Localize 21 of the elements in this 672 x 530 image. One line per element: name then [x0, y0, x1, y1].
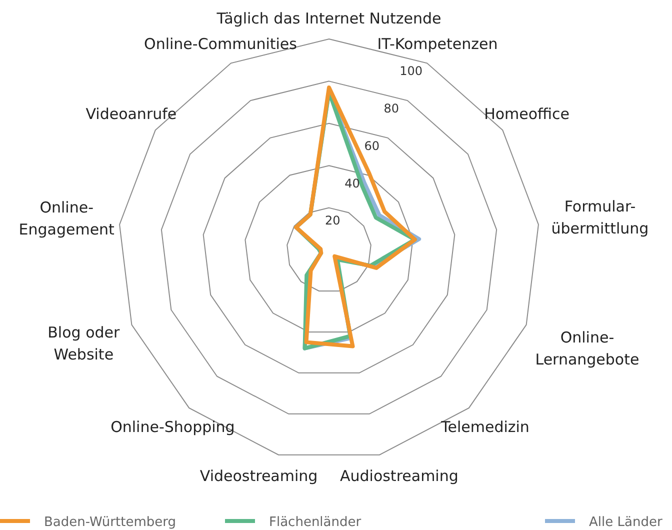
y-tick-label: 40: [344, 176, 360, 190]
spoke-label: Online- Lernangebote: [535, 328, 640, 368]
spoke-label: Audiostreaming: [340, 467, 458, 486]
y-tick-label: 20: [324, 214, 340, 228]
spoke-label: Blog oder Website: [48, 324, 120, 364]
legend-label: Alle Länder: [589, 515, 663, 530]
spoke-label: Videoanrufe: [86, 104, 177, 123]
spoke-label: IT-Kompetenzen: [377, 34, 498, 53]
spoke-label: Online-Shopping: [110, 418, 235, 436]
spoke-label: Homeoffice: [484, 104, 570, 123]
spoke-label: Telemedizin: [440, 418, 530, 436]
y-tick-label: 100: [400, 64, 423, 78]
spoke-label: Online- Engagement: [18, 198, 115, 239]
y-tick-label: 60: [364, 138, 380, 153]
y-tick-label: 80: [384, 102, 400, 116]
spoke-label: Täglich das Internet Nutzende: [216, 10, 442, 28]
spoke-label: Formular- übermittlung: [551, 198, 649, 238]
legend-label: Flächenländer: [269, 515, 362, 530]
spoke-label: Videostreaming: [200, 467, 318, 486]
spoke-label: Online-Communities: [144, 34, 298, 53]
legend-label: Baden-Württemberg: [44, 515, 176, 530]
